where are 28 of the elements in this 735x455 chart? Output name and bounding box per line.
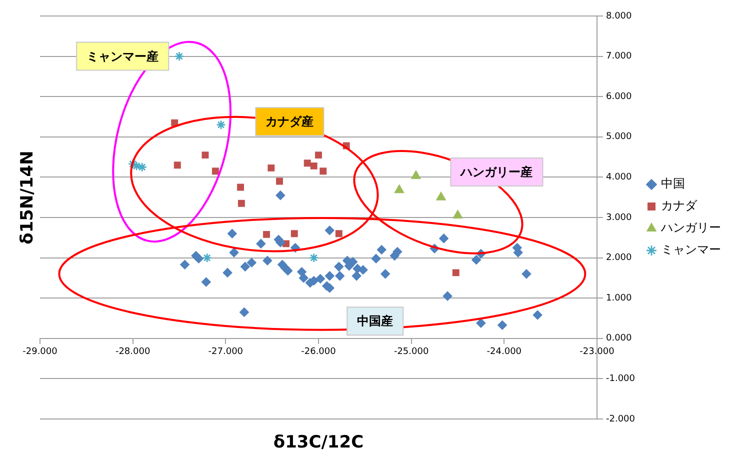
y-tick-label: 8.000 — [606, 11, 632, 22]
x-tick-label: -23.000 — [580, 347, 615, 358]
y-tick-label: 2.000 — [606, 253, 632, 264]
legend-label: ミャンマー — [661, 242, 721, 257]
annotation: ハンガリー産 — [460, 165, 533, 180]
y-tick-label: 1.000 — [606, 293, 632, 304]
legend-label: 中国 — [661, 176, 685, 191]
annotation: カナダ産 — [266, 114, 314, 129]
y-tick-label: 7.000 — [606, 52, 632, 62]
y-tick-label: 4.000 — [606, 172, 632, 183]
x-tick-label: -29.000 — [22, 347, 58, 358]
y-tick-label: -2.000 — [606, 414, 636, 424]
legend-label: ハンガリー — [660, 220, 721, 235]
x-axis-title: δ13C/12C — [273, 432, 364, 452]
y-tick-label: 5.000 — [606, 132, 632, 142]
y-tick-label: 6.000 — [606, 92, 632, 102]
x-tick-label: -24.000 — [486, 347, 522, 358]
x-tick-label: -27.000 — [208, 347, 244, 358]
y-tick-label: -1.000 — [606, 374, 636, 384]
x-tick-label: -25.000 — [394, 347, 429, 358]
annotation: ミャンマー産 — [86, 49, 159, 64]
legend-label: カナダ — [661, 198, 698, 213]
x-tick-label: -28.000 — [115, 347, 150, 358]
x-tick-label: -26.000 — [301, 347, 336, 358]
y-axis-title: δ15N/14N — [17, 150, 38, 244]
annotation: 中国産 — [357, 314, 394, 328]
y-tick-label: 3.000 — [606, 212, 632, 223]
y-tick-label: 0.000 — [606, 334, 632, 344]
